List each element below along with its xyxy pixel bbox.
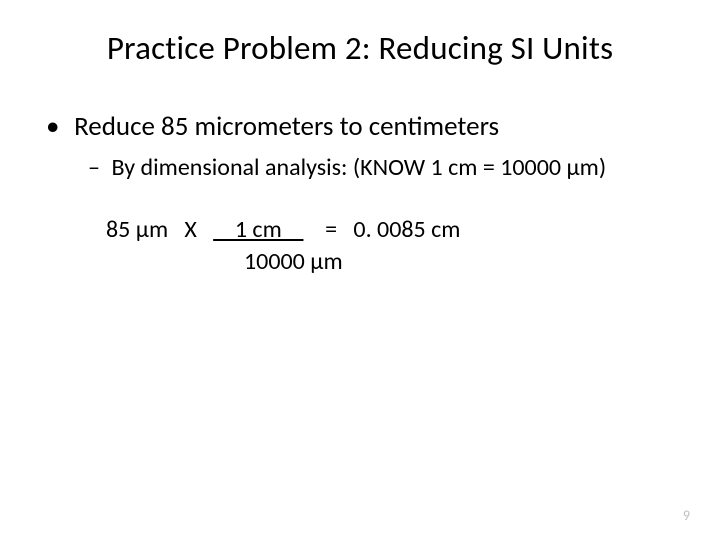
bullet-level-1: Reduce 85 micrometers to centimeters bbox=[46, 110, 680, 143]
bullet-2-text: By dimensional analysis: (KNOW 1 cm = 10… bbox=[111, 153, 606, 182]
slide-title: Practice Problem 2: Reducing SI Units bbox=[40, 28, 680, 68]
slide: Practice Problem 2: Reducing SI Units Re… bbox=[0, 0, 720, 540]
calc-numerator: 1 cm bbox=[213, 215, 303, 244]
calc-denominator: 10000 μm bbox=[244, 247, 343, 276]
calculation-line-1: 85 μm X 1 cm = 0. 0085 cm bbox=[106, 214, 680, 246]
calculation-block: 85 μm X 1 cm = 0. 0085 cm 10000 μm bbox=[106, 214, 680, 279]
calculation-line-2: 10000 μm bbox=[244, 246, 680, 278]
bullet-level-2: By dimensional analysis: (KNOW 1 cm = 10… bbox=[88, 153, 680, 182]
page-number: 9 bbox=[683, 507, 690, 524]
calc-prefix: 85 μm X bbox=[106, 215, 213, 244]
bullet-1-text: Reduce 85 micrometers to centimeters bbox=[74, 110, 499, 143]
calc-result: = 0. 0085 cm bbox=[303, 215, 460, 244]
